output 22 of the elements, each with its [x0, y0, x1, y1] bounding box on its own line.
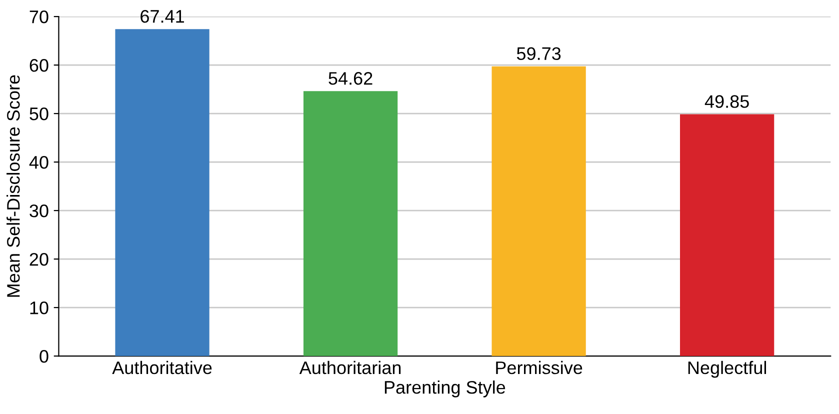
x-axis-title: Parenting Style — [384, 380, 506, 398]
bar — [115, 29, 210, 356]
y-tick-label: 70 — [30, 10, 48, 24]
y-tick-label: 0 — [40, 350, 48, 363]
y-axis-title: Mean Self-Disclosure Score — [6, 75, 20, 297]
x-tick-label: Neglectful — [688, 360, 766, 378]
data-label: 67.41 — [140, 10, 184, 23]
data-label: 59.73 — [516, 47, 561, 60]
bar — [492, 66, 586, 356]
data-label: 49.85 — [704, 95, 749, 108]
bar — [303, 91, 398, 356]
bar — [680, 114, 774, 356]
x-tick-label: Authoritative — [112, 360, 212, 374]
y-tick-label: 30 — [30, 204, 48, 218]
y-tick-label: 40 — [29, 156, 48, 169]
x-tick-label: Permissive — [496, 360, 582, 374]
y-tick-label: 60 — [30, 58, 48, 72]
data-label: 54.62 — [328, 72, 372, 85]
y-tick-label: 20 — [30, 252, 48, 266]
y-tick-label: 50 — [30, 107, 48, 120]
x-tick-label: Authoritarian — [299, 360, 401, 374]
y-tick-label: 10 — [30, 301, 48, 314]
